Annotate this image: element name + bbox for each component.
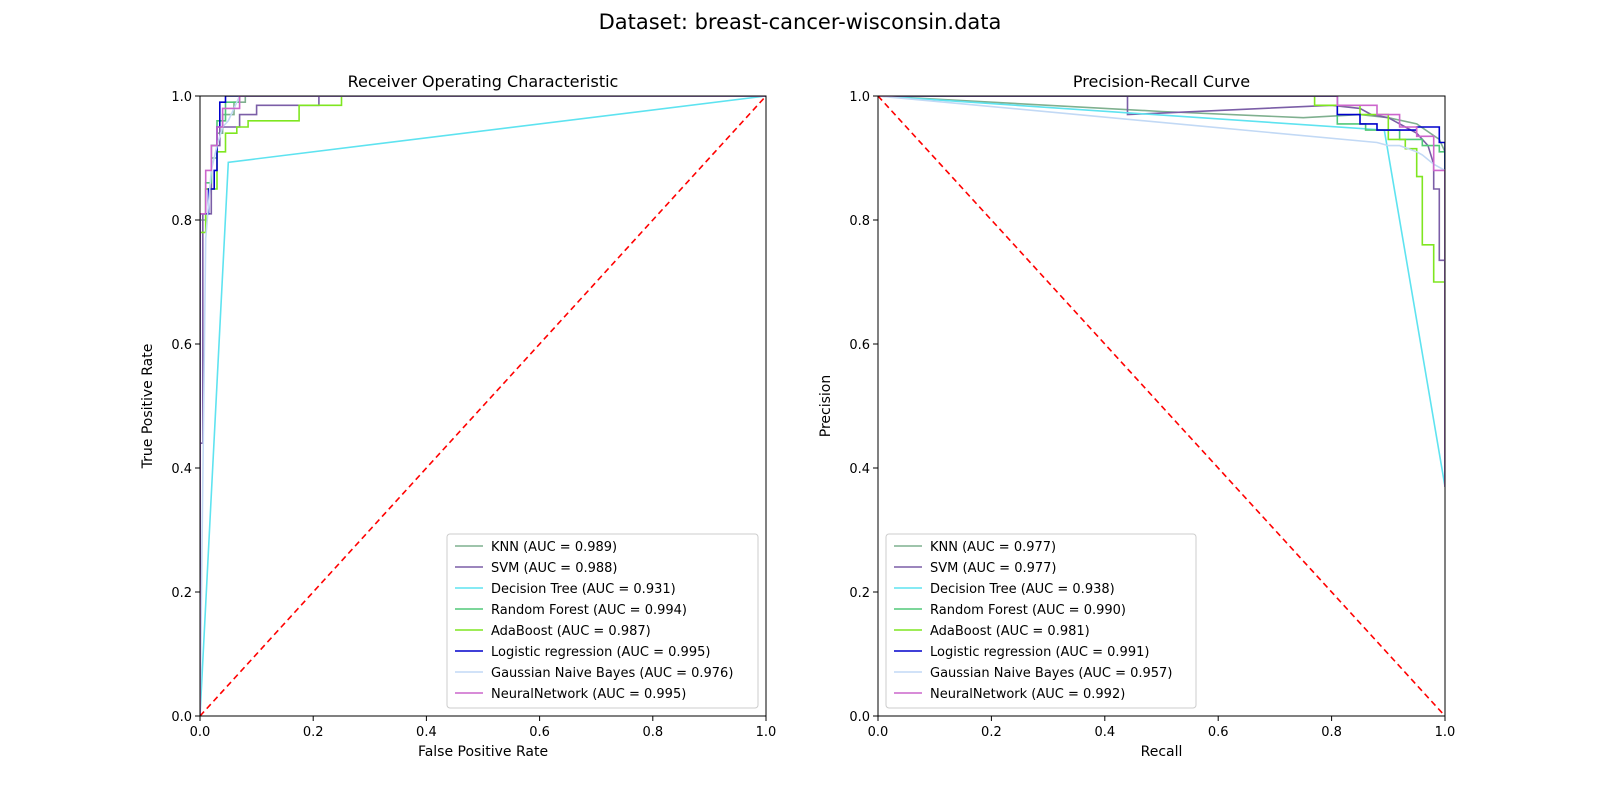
y-tick-label: 0.2 xyxy=(849,586,870,601)
series-line xyxy=(878,96,1445,487)
series-group xyxy=(200,96,766,716)
legend-entry: SVM (AUC = 0.977) xyxy=(930,561,1057,576)
y-tick-label: 1.0 xyxy=(849,90,870,105)
legend-box xyxy=(446,533,759,709)
x-tick-label: 0.8 xyxy=(1321,725,1342,740)
y-tick-label: 0.4 xyxy=(171,462,192,477)
y-axis-label: True Positive Rate xyxy=(140,344,156,470)
x-tick-label: 0.0 xyxy=(868,725,889,740)
legend-entry: Gaussian Naive Bayes (AUC = 0.957) xyxy=(930,666,1172,681)
x-tick-label: 0.6 xyxy=(1208,725,1229,740)
series-line xyxy=(200,96,766,716)
legend-entry: Decision Tree (AUC = 0.938) xyxy=(930,582,1115,597)
y-axis-label: Precision xyxy=(818,375,834,437)
chart-panel-2: Precision-Recall Curve 0.0 0.2 0.4 0.6 0.8 1.0… xyxy=(818,72,1455,760)
x-tick-label: 0.6 xyxy=(529,725,550,740)
plot-frame xyxy=(877,95,1446,717)
x-tick-label: 0.0 xyxy=(190,725,211,740)
legend-entry: AdaBoost (AUC = 0.987) xyxy=(491,624,651,639)
x-tick-label: 1.0 xyxy=(1435,725,1456,740)
x-tick-label: 0.2 xyxy=(981,725,1002,740)
x-tick-label: 0.4 xyxy=(1094,725,1115,740)
chart-title: Precision-Recall Curve xyxy=(1073,72,1250,91)
legend: KNN (AUC = 0.989) SVM (AUC = 0.988) Decisi… xyxy=(446,533,759,709)
legend-entry: AdaBoost (AUC = 0.981) xyxy=(930,624,1090,639)
x-tick-label: 0.4 xyxy=(416,725,437,740)
y-tick-label: 1.0 xyxy=(171,90,192,105)
figure-title: Dataset: breast-cancer-wisconsin.data xyxy=(598,10,1002,34)
x-tick-label: 0.8 xyxy=(642,725,663,740)
y-tick-label: 0.6 xyxy=(171,338,192,353)
series-line xyxy=(878,96,1445,487)
x-tick-label: 0.2 xyxy=(303,725,324,740)
series-line xyxy=(878,96,1445,487)
legend-box xyxy=(885,533,1197,709)
reference-diagonal-line xyxy=(878,96,1445,716)
legend-entry: Random Forest (AUC = 0.990) xyxy=(930,603,1126,618)
series-line xyxy=(200,96,766,716)
y-tick-label: 0.0 xyxy=(171,710,192,725)
legend-entry: SVM (AUC = 0.988) xyxy=(491,561,618,576)
legend-entry: KNN (AUC = 0.989) xyxy=(491,540,617,555)
y-tick-label: 0.8 xyxy=(849,214,870,229)
chart-panel-1: Receiver Operating Characteristic 0.0 0.2 0… xyxy=(140,72,776,760)
series-line xyxy=(878,96,1445,487)
x-axis-label: False Positive Rate xyxy=(418,744,548,760)
legend-entry: KNN (AUC = 0.977) xyxy=(930,540,1056,555)
legend-entry: Decision Tree (AUC = 0.931) xyxy=(491,582,676,597)
chart-title: Receiver Operating Characteristic xyxy=(348,72,619,91)
legend: KNN (AUC = 0.977) SVM (AUC = 0.977) Decisi… xyxy=(885,533,1197,709)
y-tick-label: 0.8 xyxy=(171,214,192,229)
y-tick-label: 0.0 xyxy=(849,710,870,725)
legend-entry: Random Forest (AUC = 0.994) xyxy=(491,603,687,618)
y-tick-label: 0.6 xyxy=(849,338,870,353)
x-tick-label: 1.0 xyxy=(756,725,777,740)
series-line xyxy=(878,96,1445,487)
plot-frame xyxy=(199,95,767,717)
legend-entry: Logistic regression (AUC = 0.995) xyxy=(491,645,710,660)
legend-entry: Logistic regression (AUC = 0.991) xyxy=(930,645,1149,660)
series-group xyxy=(878,96,1445,716)
y-tick-label: 0.4 xyxy=(849,462,870,477)
legend-entry: NeuralNetwork (AUC = 0.992) xyxy=(930,687,1125,702)
y-tick-label: 0.2 xyxy=(171,586,192,601)
series-line xyxy=(878,96,1445,487)
series-line xyxy=(878,96,1445,487)
x-axis-label: Recall xyxy=(1141,744,1183,760)
legend-entry: Gaussian Naive Bayes (AUC = 0.976) xyxy=(491,666,733,681)
series-line xyxy=(878,96,1445,487)
legend-entry: NeuralNetwork (AUC = 0.995) xyxy=(491,687,686,702)
